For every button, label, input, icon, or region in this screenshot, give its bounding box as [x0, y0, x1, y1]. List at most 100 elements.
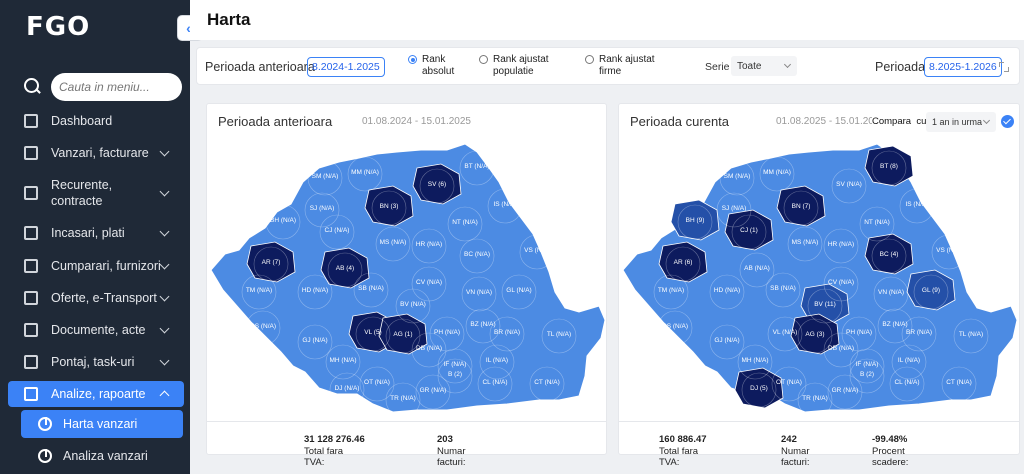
county-label[interactable]: VN (N/A) [878, 289, 904, 296]
county-label[interactable]: BT (8) [880, 163, 898, 170]
county-label[interactable]: BZ (N/A) [882, 321, 907, 328]
county-label[interactable]: IF (N/A) [444, 361, 467, 368]
county-label[interactable]: HD (N/A) [714, 287, 740, 294]
county-label[interactable]: SV (6) [428, 181, 446, 188]
county-label[interactable]: HR (N/A) [828, 241, 854, 248]
county-label[interactable]: CS (N/A) [662, 323, 688, 330]
prev-period-picker[interactable]: 8.2024-1.2025 [307, 57, 385, 77]
county-label[interactable]: TR (N/A) [390, 395, 416, 402]
app-logo[interactable]: FGO [26, 12, 91, 42]
county-label[interactable]: TL (N/A) [547, 331, 571, 338]
sidebar-item-reports[interactable]: Analize, rapoarte [8, 381, 184, 407]
county-label[interactable]: IL (N/A) [898, 357, 920, 364]
county-label[interactable]: BZ (N/A) [470, 321, 495, 328]
county-label[interactable]: CJ (1) [740, 227, 758, 234]
county-label[interactable]: SB (N/A) [770, 285, 796, 292]
county-label[interactable]: AG (1) [393, 331, 412, 338]
county-label[interactable]: B (2) [860, 371, 874, 378]
county-label[interactable]: DB (N/A) [416, 345, 442, 352]
county-region-ranked[interactable] [724, 209, 774, 251]
county-label[interactable]: CT (N/A) [534, 379, 560, 386]
county-region-ranked[interactable] [864, 145, 914, 187]
county-label[interactable]: MM (N/A) [351, 169, 379, 176]
sidebar-subitem-sales-map[interactable]: Harta vanzari [21, 410, 183, 438]
county-label[interactable]: BT (N/A) [464, 163, 489, 170]
radio-dot[interactable] [408, 55, 417, 64]
radio-rank-firms[interactable]: Rank ajustat firme [585, 54, 655, 78]
county-label[interactable]: NT (N/A) [864, 219, 890, 226]
radio-rank-population[interactable]: Rank ajustat populatie [479, 54, 549, 78]
county-region-ranked[interactable] [658, 241, 708, 283]
county-label[interactable]: MH (N/A) [329, 357, 356, 364]
county-label[interactable]: AR (7) [262, 259, 281, 266]
county-label[interactable]: AG (3) [805, 331, 824, 338]
romania-map-current[interactable]: SM (N/A) MM (N/A) BT (8) SV (N/A) SJ (N/A) BN… [619, 142, 1021, 422]
radio-rank-absolute[interactable]: Rank absolut [408, 54, 454, 78]
county-label[interactable]: GR (N/A) [420, 387, 447, 394]
county-label[interactable]: CV (N/A) [828, 279, 854, 286]
county-label[interactable]: HR (N/A) [416, 241, 442, 248]
county-region-ranked[interactable] [670, 199, 720, 241]
county-label[interactable]: VS (N/A) [936, 247, 962, 254]
county-label[interactable]: IS (N/A) [905, 201, 928, 208]
county-label[interactable]: TR (N/A) [802, 395, 828, 402]
county-label[interactable]: SB (N/A) [358, 285, 384, 292]
compare-check-icon[interactable] [1001, 115, 1014, 128]
county-region-ranked[interactable] [364, 185, 414, 227]
county-label[interactable]: B (2) [448, 371, 462, 378]
county-label[interactable]: GL (N/A) [506, 287, 531, 294]
county-label[interactable]: SM (N/A) [724, 173, 751, 180]
county-label[interactable]: CL (N/A) [482, 379, 507, 386]
county-label[interactable]: IF (N/A) [856, 361, 879, 368]
county-label[interactable]: CS (N/A) [250, 323, 276, 330]
expand-icon[interactable] [999, 62, 1009, 72]
county-region-ranked[interactable] [412, 163, 462, 205]
county-region-ranked[interactable] [320, 247, 370, 289]
county-region-ranked[interactable] [790, 313, 840, 355]
county-label[interactable]: BC (4) [880, 251, 899, 258]
county-label[interactable]: MS (N/A) [380, 239, 407, 246]
county-label[interactable]: PH (N/A) [434, 329, 460, 336]
county-label[interactable]: TL (N/A) [959, 331, 983, 338]
county-label[interactable]: OT (N/A) [364, 379, 390, 386]
county-label[interactable]: IL (N/A) [486, 357, 508, 364]
sidebar-subitem-sales-analysis[interactable]: Analiza vanzari [21, 442, 183, 470]
county-label[interactable]: CL (N/A) [894, 379, 919, 386]
county-region-ranked[interactable] [864, 233, 914, 275]
county-label[interactable]: CV (N/A) [416, 279, 442, 286]
county-label[interactable]: MM (N/A) [763, 169, 791, 176]
county-label[interactable]: AB (N/A) [744, 265, 770, 272]
sidebar-item-payments[interactable]: Incasari, plati [8, 224, 184, 242]
menu-search-input[interactable] [51, 73, 182, 101]
county-label[interactable]: TM (N/A) [658, 287, 684, 294]
county-label[interactable]: BH (9) [686, 217, 705, 224]
county-label[interactable]: PH (N/A) [846, 329, 872, 336]
county-label[interactable]: BV (N/A) [400, 301, 426, 308]
county-region-ranked[interactable] [378, 313, 428, 355]
romania-map-previous[interactable]: SM (N/A) MM (N/A) BT (N/A) SV (6) SJ (N/A) BN… [207, 142, 608, 422]
county-label[interactable]: SM (N/A) [312, 173, 339, 180]
sidebar-item-sales[interactable]: Vanzari, facturare [8, 144, 184, 162]
county-label[interactable]: BN (3) [380, 203, 399, 210]
county-region-ranked[interactable] [246, 241, 296, 283]
sidebar-item-purchases[interactable]: Cumparari, furnizori [8, 257, 184, 275]
county-label[interactable]: SV (N/A) [836, 181, 862, 188]
sidebar-item-timesheet[interactable]: Pontaj, task-uri [8, 353, 184, 371]
county-label[interactable]: TM (N/A) [246, 287, 272, 294]
county-label[interactable]: NT (N/A) [452, 219, 478, 226]
county-label[interactable]: GR (N/A) [832, 387, 859, 394]
compare-select[interactable]: 1 an in urma [926, 112, 996, 132]
sidebar-item-offers[interactable]: Oferte, e-Transport [8, 289, 184, 307]
county-label[interactable]: GL (9) [922, 287, 940, 294]
county-label[interactable]: CT (N/A) [946, 379, 972, 386]
county-label[interactable]: SJ (N/A) [310, 205, 335, 212]
county-label[interactable]: DB (N/A) [828, 345, 854, 352]
county-label[interactable]: BV (11) [814, 301, 836, 308]
county-label[interactable]: VN (N/A) [466, 289, 492, 296]
county-label[interactable]: GJ (N/A) [302, 337, 327, 344]
county-label[interactable]: VS (N/A) [524, 247, 550, 254]
county-label[interactable]: BH (N/A) [270, 217, 296, 224]
sidebar-item-documents[interactable]: Documente, acte [8, 321, 184, 339]
radio-dot[interactable] [479, 55, 488, 64]
county-label[interactable]: VL (N/A) [773, 329, 798, 336]
